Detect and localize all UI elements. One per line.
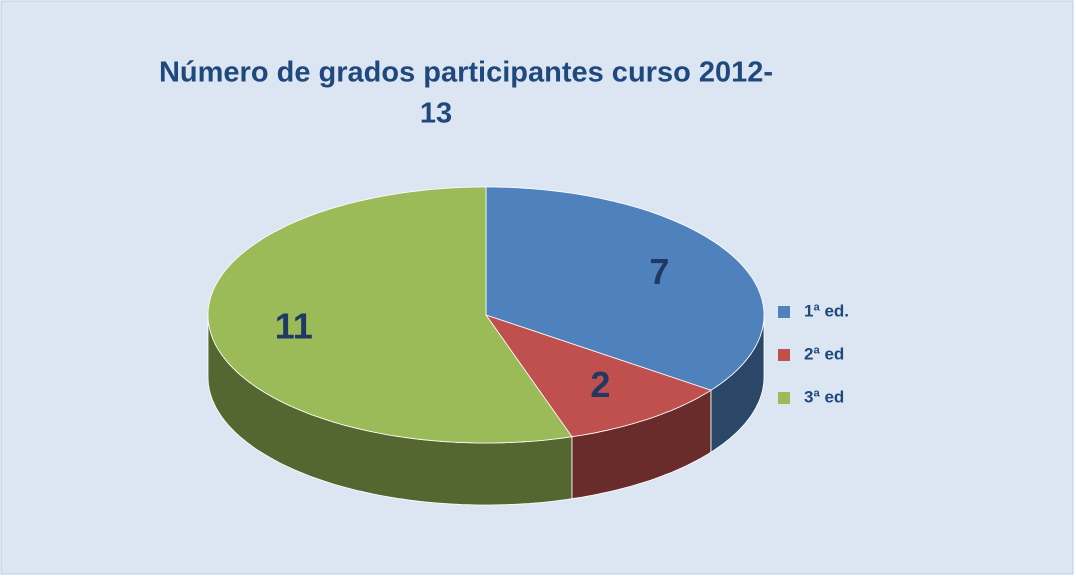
legend-label: 3ª ed — [804, 387, 844, 406]
data-label: 2 — [590, 364, 610, 405]
chart-title: Número de grados participantes curso 201… — [159, 57, 773, 89]
legend-label: 1ª ed. — [804, 301, 849, 320]
slice — [207, 186, 573, 444]
legend-swatch — [778, 306, 790, 318]
slice — [485, 186, 765, 391]
slice — [484, 314, 712, 438]
legend-label: 2ª ed — [804, 344, 844, 363]
legend-swatch — [778, 349, 790, 361]
legend-swatch — [778, 392, 790, 404]
chart-title: 13 — [420, 98, 452, 130]
data-label: 11 — [275, 306, 313, 347]
data-label: 7 — [649, 251, 669, 292]
